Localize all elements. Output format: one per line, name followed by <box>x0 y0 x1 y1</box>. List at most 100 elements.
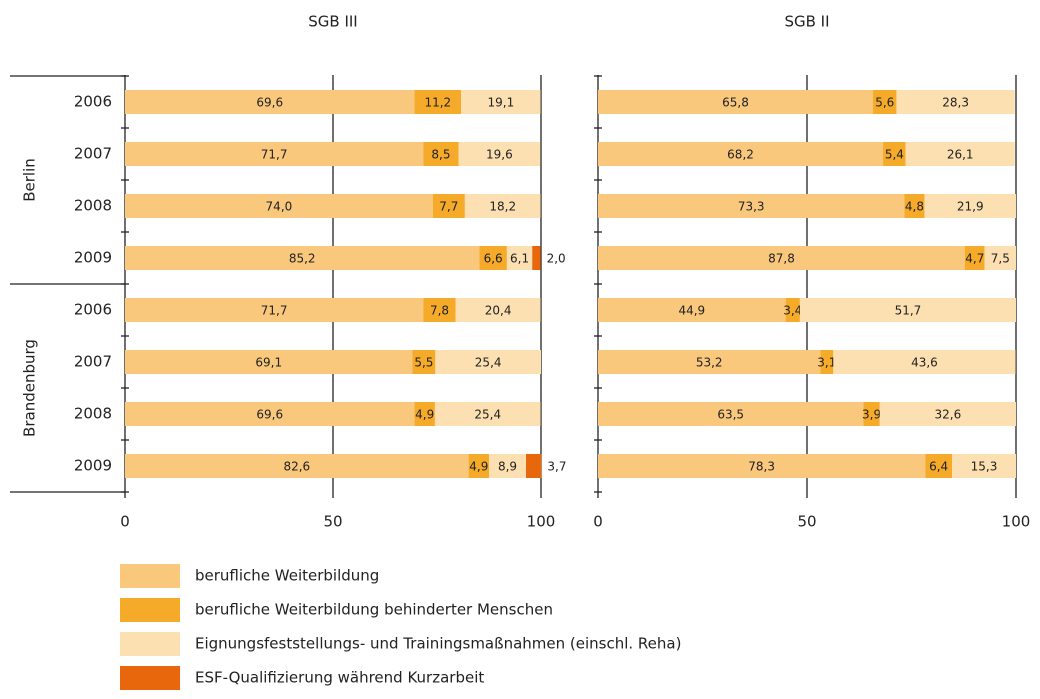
legend-label: ESF-Qualifizierung während Kurzarbeit <box>195 669 484 687</box>
bar-segment <box>506 246 533 270</box>
bar-segment <box>598 402 864 426</box>
value-label: 3,7 <box>547 460 566 474</box>
value-label: 4,9 <box>415 408 434 422</box>
bar-segment <box>479 246 507 270</box>
bar-segment <box>863 402 880 426</box>
bar-segment <box>952 454 1016 478</box>
bar-segment <box>896 90 1015 114</box>
bar-segment <box>435 350 541 374</box>
value-label: 6,1 <box>510 252 529 266</box>
value-label: 5,4 <box>885 148 904 162</box>
bar-segment <box>125 350 413 374</box>
value-label: 71,7 <box>261 148 288 162</box>
bar-segment <box>799 298 1016 322</box>
legend-label: Eignungsfeststellungs- und Trainingsmaßn… <box>195 635 681 653</box>
value-label: 4,9 <box>469 460 488 474</box>
bar-segment <box>455 298 541 322</box>
bar-segment <box>984 246 1016 270</box>
value-label: 44,9 <box>678 304 705 318</box>
x-tick-label: 50 <box>797 513 816 531</box>
x-tick-label: 50 <box>323 513 342 531</box>
value-label: 11,2 <box>424 96 451 110</box>
bar-segment <box>924 194 1016 218</box>
value-label: 78,3 <box>748 460 775 474</box>
value-label: 73,3 <box>738 200 765 214</box>
x-tick-label: 0 <box>120 513 130 531</box>
bar-segment <box>833 350 1016 374</box>
value-label: 65,8 <box>722 96 749 110</box>
value-label: 4,7 <box>965 252 984 266</box>
bar-segment <box>414 402 435 426</box>
value-label: 53,2 <box>696 356 723 370</box>
value-label: 5,5 <box>414 356 433 370</box>
bar-segment <box>598 454 926 478</box>
value-label: 7,7 <box>439 200 458 214</box>
category-label: 2008 <box>74 197 112 215</box>
value-label: 28,3 <box>942 96 969 110</box>
value-label: 7,5 <box>991 252 1010 266</box>
value-label: 69,6 <box>256 96 283 110</box>
group-label: Berlin <box>21 158 39 202</box>
x-tick-label: 100 <box>1002 513 1031 531</box>
value-label: 3,9 <box>862 408 881 422</box>
value-label: 4,8 <box>905 200 924 214</box>
category-label: 2009 <box>74 457 112 475</box>
bar-segment <box>464 194 541 218</box>
panel-title: SGB II <box>784 13 829 31</box>
value-label: 19,6 <box>486 148 513 162</box>
panel-title: SGB III <box>308 13 357 31</box>
bar-segment <box>873 90 897 114</box>
bar-segment <box>883 142 906 166</box>
bar-segment <box>125 90 415 114</box>
value-label: 2,0 <box>547 252 566 266</box>
bar-segment <box>905 142 1015 166</box>
legend-swatch <box>120 564 180 588</box>
legend-swatch <box>120 632 180 656</box>
bar-segment <box>598 246 966 270</box>
value-label: 85,2 <box>289 252 316 266</box>
bar-segment <box>458 142 541 166</box>
legend-label: berufliche Weiterbildung <box>195 567 379 585</box>
value-label: 6,6 <box>484 252 503 266</box>
legend-label: berufliche Weiterbildung behinderter Men… <box>195 601 553 619</box>
value-label: 8,5 <box>431 148 450 162</box>
bar-segment <box>125 454 469 478</box>
value-label: 3,4 <box>783 304 802 318</box>
value-label: 25,4 <box>474 408 501 422</box>
value-label: 63,5 <box>717 408 744 422</box>
value-label: 32,6 <box>935 408 962 422</box>
bar-segment <box>468 454 489 478</box>
bar-segment <box>879 402 1016 426</box>
bar-segment <box>489 454 527 478</box>
bar-segment <box>965 246 985 270</box>
bar-segment <box>125 298 424 322</box>
value-label: 68,2 <box>727 148 754 162</box>
value-label: 19,1 <box>487 96 514 110</box>
category-label: 2009 <box>74 249 112 267</box>
bar-segment <box>785 298 800 322</box>
value-label: 15,3 <box>971 460 998 474</box>
bar-segment <box>125 142 424 166</box>
category-label: 2007 <box>74 145 112 163</box>
value-label: 43,6 <box>911 356 938 370</box>
value-label: 82,6 <box>283 460 310 474</box>
bar-segment <box>532 246 541 270</box>
value-label: 3,1 <box>817 356 836 370</box>
value-label: 20,4 <box>485 304 512 318</box>
bar-segment <box>414 90 462 114</box>
bar-segment <box>925 454 953 478</box>
category-label: 2008 <box>74 405 112 423</box>
value-label: 21,9 <box>957 200 984 214</box>
value-label: 87,8 <box>768 252 795 266</box>
legend-swatch <box>120 598 180 622</box>
bar-segment <box>598 350 821 374</box>
value-label: 69,6 <box>256 408 283 422</box>
category-label: 2006 <box>74 93 112 111</box>
value-label: 25,4 <box>475 356 502 370</box>
value-label: 5,6 <box>875 96 894 110</box>
bar-segment <box>461 90 541 114</box>
value-label: 6,4 <box>929 460 948 474</box>
group-label: Brandenburg <box>21 339 39 437</box>
category-label: 2006 <box>74 301 112 319</box>
bar-segment <box>412 350 436 374</box>
